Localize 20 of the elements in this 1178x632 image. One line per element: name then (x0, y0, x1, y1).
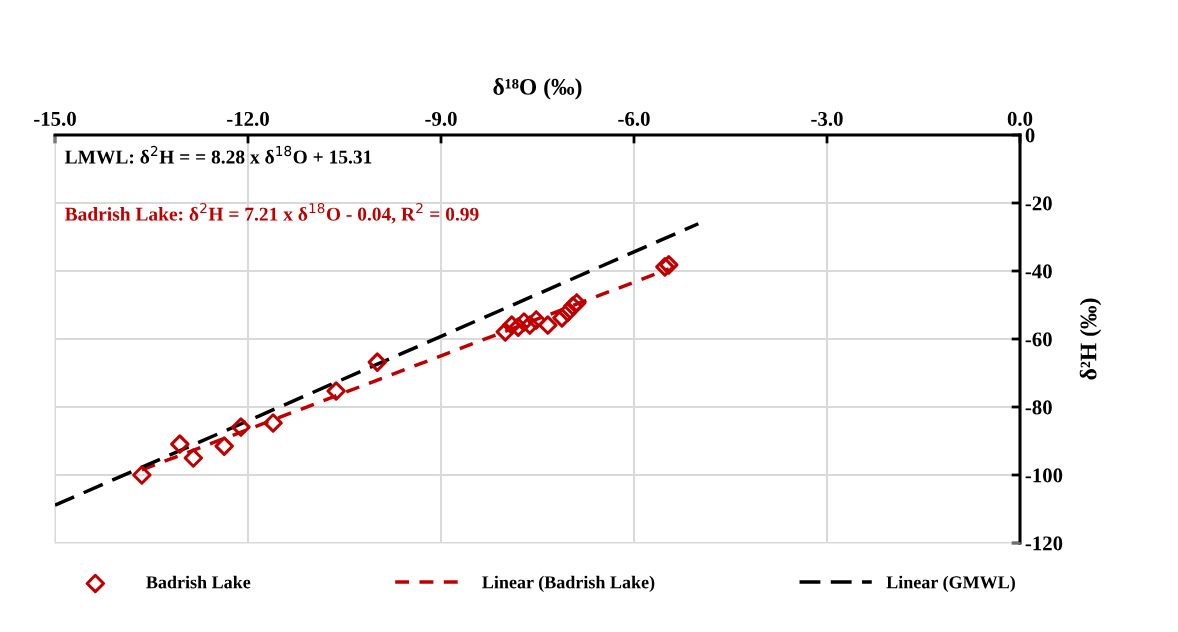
x-axis-title: δ¹⁸O (‰) (493, 78, 582, 100)
x-tick-label: -6.0 (618, 111, 650, 126)
legend-label: Badrish Lake (146, 575, 251, 589)
annotation: Badrish Lake: δ$^{2}$H = 7.21 x δ$^{18}$O - 0.04, R$^{2}$ = 0.99 (64, 202, 479, 224)
y-tick-label: -80 (1025, 400, 1052, 415)
x-tick-label: -3.0 (811, 111, 843, 126)
x-tick-label: -9.0 (425, 111, 457, 126)
y-tick-label: -60 (1025, 332, 1052, 347)
y-tick-label: -100 (1025, 468, 1063, 483)
x-tick-label: 0.0 (1007, 111, 1033, 126)
legend-label: Linear (GMWL) (886, 575, 1015, 593)
y-tick-label: -120 (1025, 536, 1063, 551)
y-axis-title: δ²H (‰) (1079, 298, 1102, 380)
y-tick-label: -40 (1025, 264, 1052, 279)
y-tick-label: -20 (1025, 196, 1052, 211)
x-tick-label: -15.0 (34, 111, 76, 126)
y-tick-label: 0 (1025, 128, 1035, 143)
legend-label: Linear (Badrish Lake) (482, 575, 655, 593)
annotation: LMWL: δ$^{2}$H = = 8.28 x δ$^{18}$O + 15.31 (64, 145, 372, 164)
x-tick-label: -12.0 (227, 111, 269, 126)
